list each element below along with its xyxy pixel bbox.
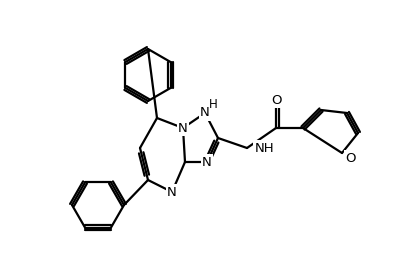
Text: N: N — [178, 121, 188, 135]
Text: O: O — [271, 94, 281, 106]
Text: O: O — [346, 151, 356, 165]
Text: NH: NH — [255, 142, 275, 154]
Text: N: N — [202, 155, 212, 169]
Text: N: N — [167, 185, 177, 199]
Text: N: N — [200, 106, 210, 120]
Text: H: H — [208, 98, 217, 110]
